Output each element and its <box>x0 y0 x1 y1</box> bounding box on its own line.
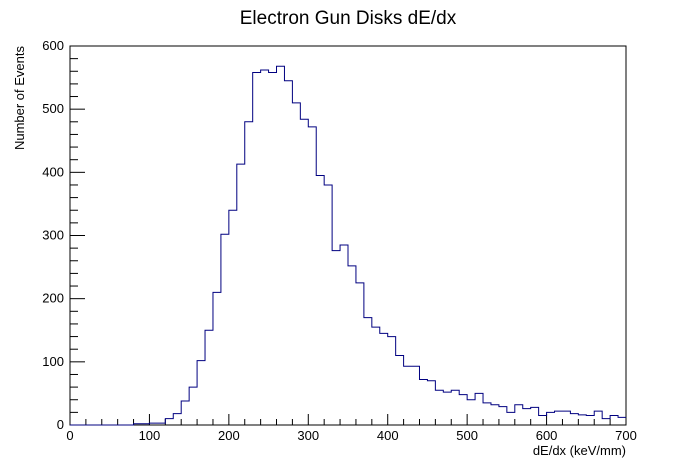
x-tick-label: 200 <box>218 428 240 443</box>
y-tick-label: 0 <box>57 417 64 432</box>
y-axis-label: Number of Events <box>12 46 27 151</box>
y-axis: 0 100 200 300 400 500 600 <box>42 38 85 432</box>
y-tick-label: 600 <box>42 38 64 53</box>
histogram-series <box>70 65 626 426</box>
y-tick-label: 500 <box>42 101 64 116</box>
y-tick-label: 300 <box>42 228 64 243</box>
x-tick-label: 300 <box>297 428 319 443</box>
x-tick-label: 500 <box>456 428 478 443</box>
x-tick-label: 700 <box>615 428 637 443</box>
y-tick-label: 100 <box>42 354 64 369</box>
x-tick-label: 400 <box>377 428 399 443</box>
y-tick-label: 200 <box>42 291 64 306</box>
x-axis-label: dE/dx (keV/mm) <box>533 443 626 458</box>
x-tick-label: 600 <box>536 428 558 443</box>
x-tick-label: 0 <box>66 428 73 443</box>
y-tick-label: 400 <box>42 164 64 179</box>
chart-title: Electron Gun Disks dE/dx <box>240 8 457 29</box>
x-axis: 0 100 200 300 400 500 600 700 <box>66 414 637 443</box>
plot-frame <box>69 45 627 426</box>
x-tick-label: 100 <box>139 428 161 443</box>
